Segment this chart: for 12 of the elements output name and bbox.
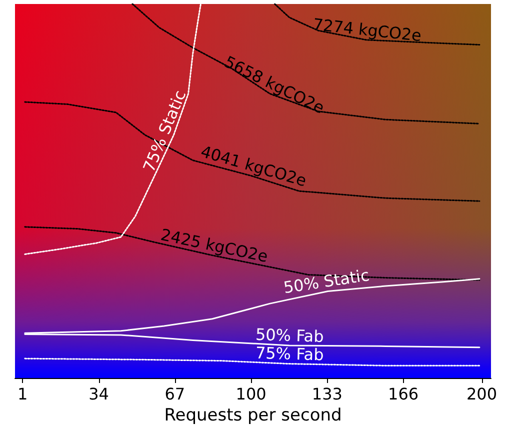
text: 75% Static <box>139 88 190 175</box>
x-tick-label: 67 <box>164 384 186 404</box>
x-tick-label: 1 <box>18 384 28 404</box>
text: 50% Static <box>282 265 371 298</box>
x-tick-label: 100 <box>236 384 266 404</box>
x-axis-title: Requests per second <box>164 405 342 426</box>
text: 2425 kgCO2e <box>159 224 270 266</box>
x-tick-label: 133 <box>312 384 342 404</box>
x-tick-label: 166 <box>388 384 419 404</box>
x-tick-label: 200 <box>466 384 498 404</box>
x-tick-label: 34 <box>88 384 109 404</box>
text: 7274 kgCO2e <box>312 14 422 46</box>
